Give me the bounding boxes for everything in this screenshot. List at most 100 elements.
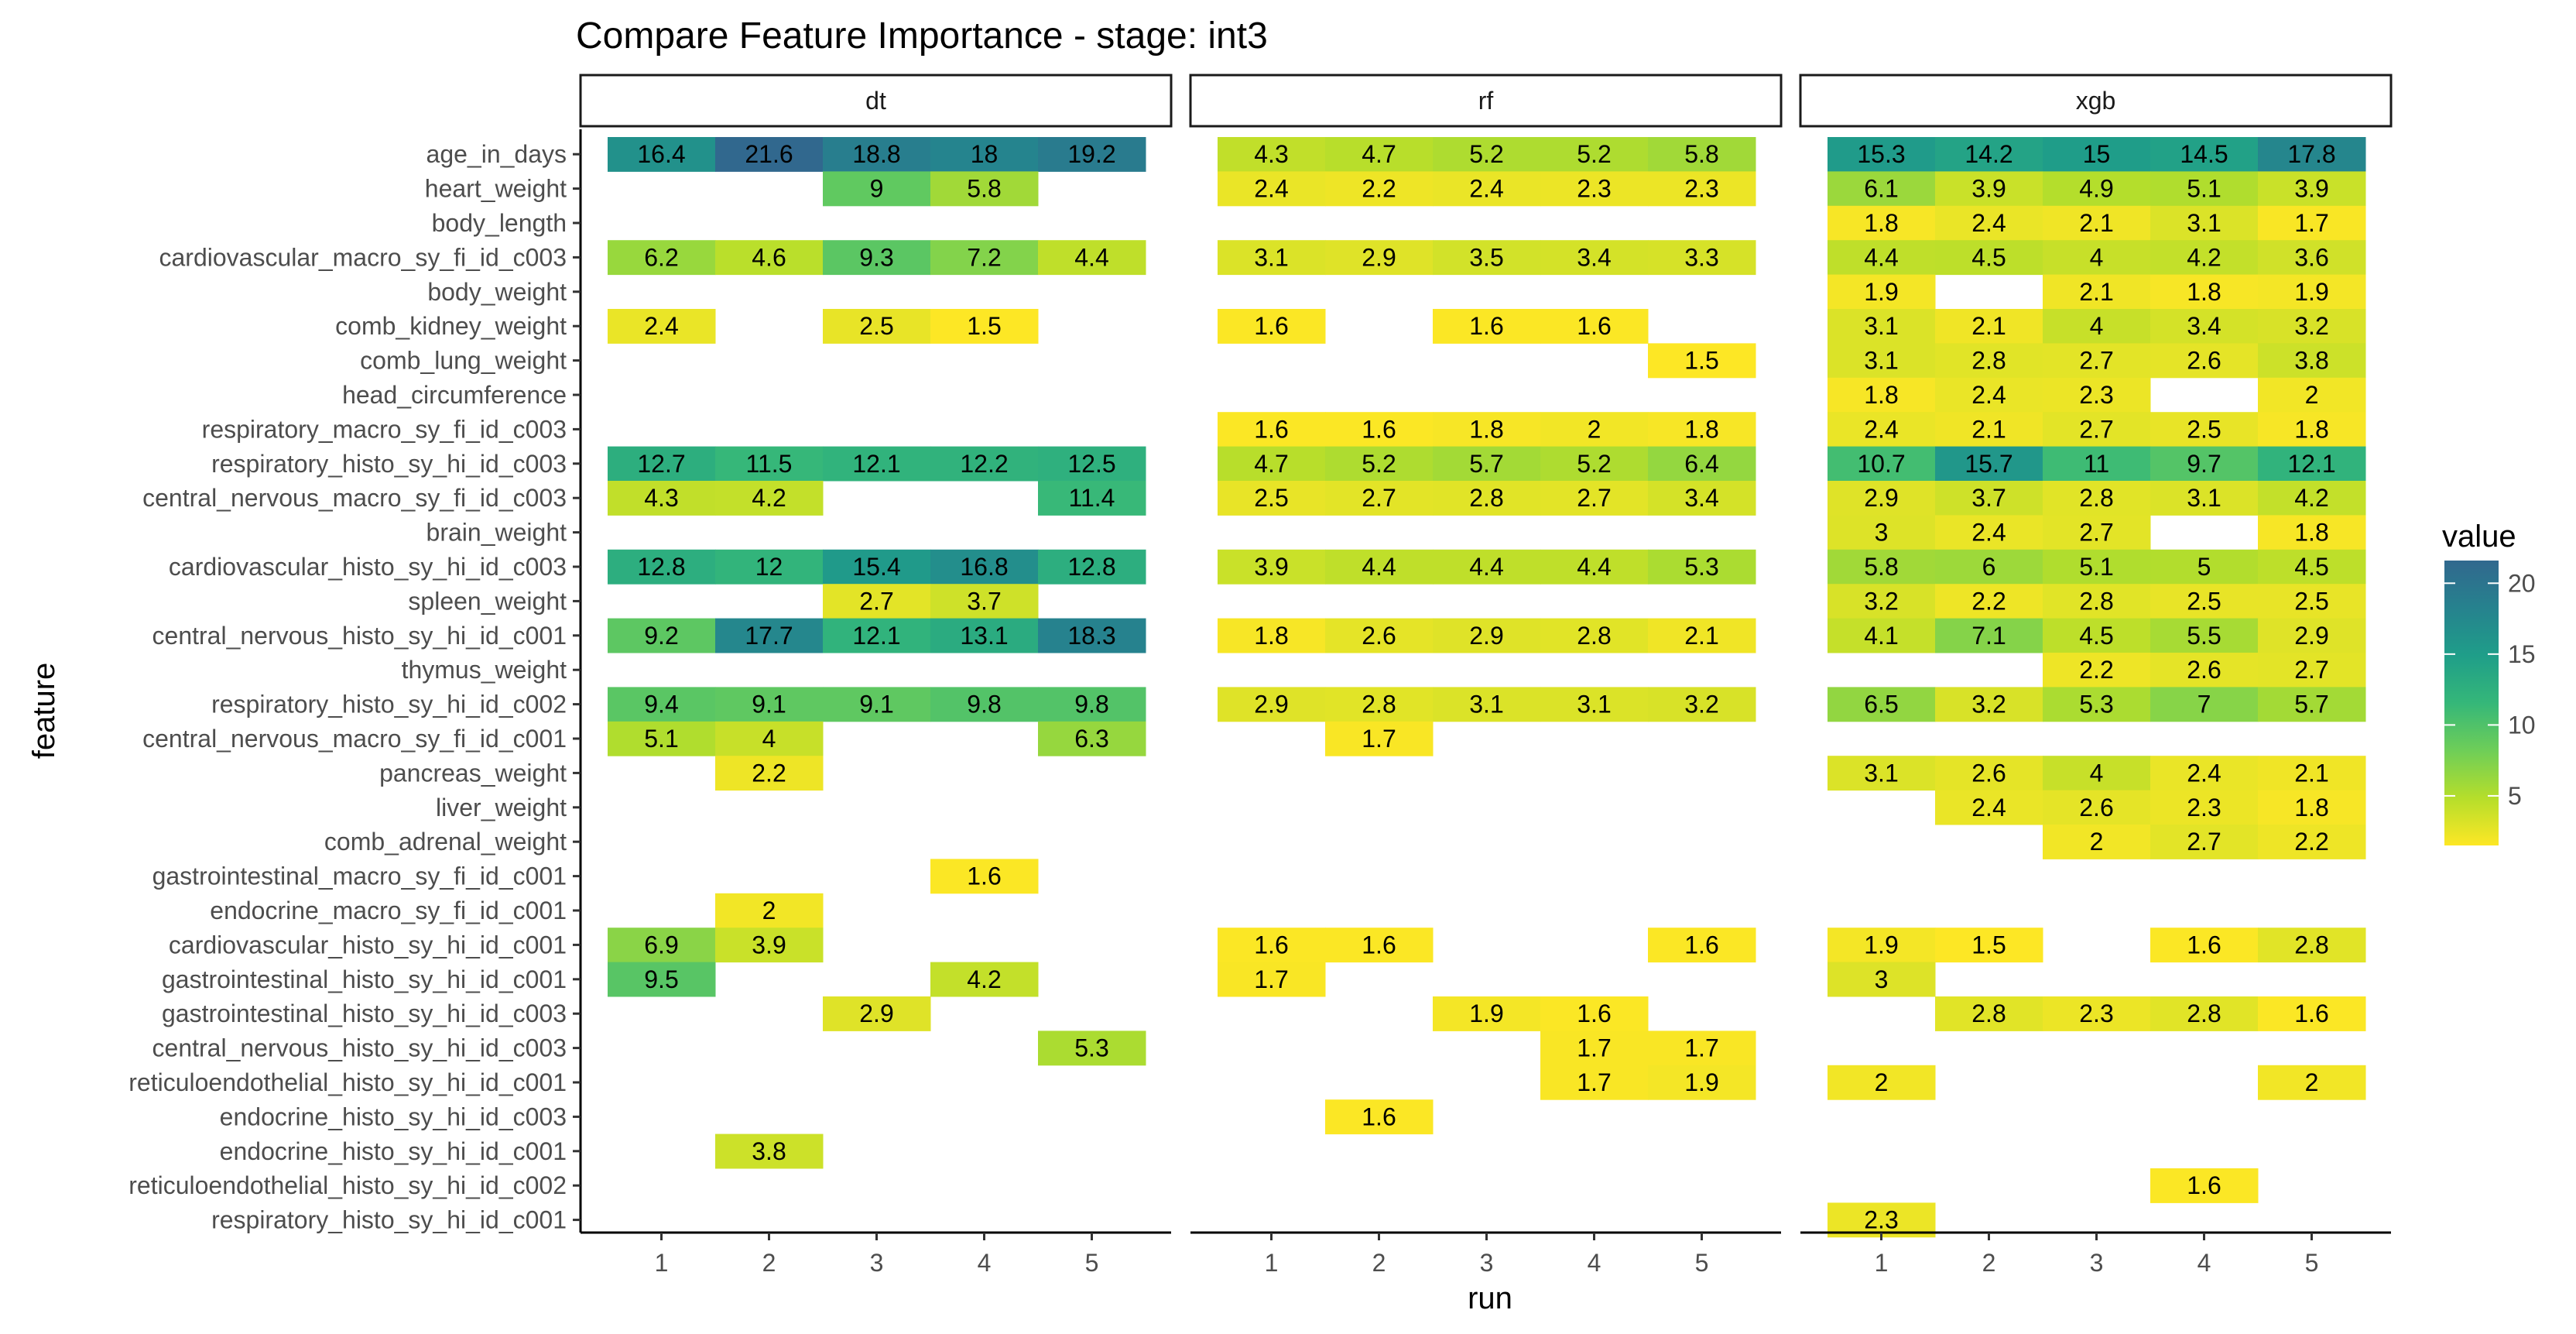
cell-value-label: 2.7 (2079, 415, 2113, 443)
cell-value-label: 12.1 (852, 622, 900, 650)
heatmap-cell (715, 928, 824, 963)
cell-value-label: 3.9 (2294, 175, 2328, 203)
heatmap-cell (1038, 481, 1146, 516)
feature-label: respiratory_histo_sy_hi_id_c002 (211, 691, 567, 718)
cell-value-label: 3.1 (1469, 691, 1503, 718)
cell-value-label: 5.5 (2187, 622, 2221, 650)
feature-label: endocrine_histo_sy_hi_id_c001 (220, 1137, 567, 1165)
heatmap-cell (2258, 618, 2366, 653)
heatmap-cell (715, 549, 824, 585)
heatmap-cell (608, 928, 716, 963)
heatmap-cell (1218, 549, 1326, 585)
cell-value-label: 2.8 (2079, 587, 2113, 615)
heatmap-cell (930, 584, 1039, 619)
heatmap-cell (1433, 618, 1541, 653)
cell-value-label: 4.6 (752, 243, 786, 271)
heatmap-cell (1433, 137, 1541, 172)
cell-value-label: 9.8 (1074, 691, 1108, 718)
feature-label: thymus_weight (402, 656, 567, 684)
cell-value-label: 9.7 (2187, 450, 2221, 478)
heatmap-cell (2150, 653, 2259, 688)
heatmap-cell (2043, 205, 2151, 241)
heatmap-cell (1935, 756, 2043, 791)
cell-value-label: 1.7 (2294, 209, 2328, 237)
heatmap-cell (823, 137, 931, 172)
heatmap-cell (2258, 653, 2366, 688)
heatmap-cell (1038, 549, 1146, 585)
heatmap-cell (930, 618, 1039, 653)
feature-label: endocrine_histo_sy_hi_id_c003 (220, 1103, 567, 1130)
cell-value-label: 9.3 (859, 243, 893, 271)
cell-value-label: 4 (2090, 243, 2104, 271)
heatmap-cell (1648, 549, 1756, 585)
heatmap-cell (1218, 481, 1326, 516)
heatmap-cell (1828, 240, 1936, 276)
cell-value-label: 3.4 (1684, 484, 1718, 512)
heatmap-cell (1433, 309, 1541, 344)
heatmap-cell (2258, 274, 2366, 310)
cell-value-label: 3.7 (1971, 484, 2006, 512)
heatmap-cell (1540, 137, 1649, 172)
cell-value-label: 4.2 (2187, 243, 2221, 271)
heatmap-cell (1828, 687, 1936, 722)
heatmap-cell (1325, 618, 1434, 653)
heatmap-cell (2258, 446, 2366, 482)
heatmap-cell (2258, 1065, 2366, 1100)
cell-value-label: 18.8 (852, 140, 900, 168)
feature-label: body_weight (427, 278, 567, 306)
feature-label: liver_weight (436, 794, 567, 821)
cell-value-label: 7.1 (1971, 622, 2006, 650)
heatmap-cell (823, 618, 931, 653)
heatmap-cell (1935, 549, 2043, 585)
x-tick-label: 2 (1982, 1249, 1996, 1277)
heatmap-cell (823, 996, 931, 1031)
heatmap-cell (608, 549, 716, 585)
cell-value-label: 15.4 (852, 553, 900, 581)
cell-value-label: 2.4 (1971, 209, 2006, 237)
cell-value-label: 2.9 (859, 1000, 893, 1027)
cell-value-label: 15 (2083, 140, 2111, 168)
cell-value-label: 1.8 (2187, 278, 2221, 306)
cell-value-label: 3.3 (1684, 243, 1718, 271)
cell-value-label: 4.3 (644, 484, 678, 512)
cell-value-label: 2.3 (1864, 1206, 1898, 1234)
cell-value-label: 2.5 (2187, 415, 2221, 443)
cell-value-label: 1.6 (1362, 415, 1396, 443)
cell-value-label: 2.7 (2187, 828, 2221, 856)
cell-value-label: 2.9 (1254, 691, 1288, 718)
cell-value-label: 2.3 (1684, 175, 1718, 203)
heatmap-cell (2150, 928, 2259, 963)
cell-value-label: 2.4 (1971, 381, 2006, 409)
heatmap-cell (2258, 928, 2366, 963)
cell-value-label: 2 (2305, 1068, 2319, 1096)
cell-value-label: 5 (2197, 553, 2211, 581)
cell-value-label: 4.4 (1864, 243, 1898, 271)
feature-label: central_nervous_macro_sy_fi_id_c001 (142, 725, 567, 753)
cell-value-label: 11 (2084, 450, 2109, 478)
heatmap-cell (2258, 240, 2366, 276)
heatmap-cell (1038, 687, 1146, 722)
cell-value-label: 2.7 (1577, 484, 1611, 512)
heatmap-cell (1648, 1065, 1756, 1100)
cell-value-label: 2.8 (2294, 931, 2328, 958)
heatmap-cell (930, 687, 1039, 722)
facet-label-dt: dt (865, 87, 886, 115)
cell-value-label: 17.8 (2287, 140, 2335, 168)
cell-value-label: 1.8 (1469, 415, 1503, 443)
feature-label: head_circumference (342, 381, 567, 409)
heatmap-cell (1828, 309, 1936, 344)
cell-value-label: 2.8 (1971, 1000, 2006, 1027)
cell-value-label: 1.8 (1864, 209, 1898, 237)
cell-value-label: 1.8 (1684, 415, 1718, 443)
cell-value-label: 4.4 (1074, 243, 1108, 271)
heatmap-cell (1433, 412, 1541, 448)
cell-value-label: 2.4 (644, 312, 678, 340)
cell-value-label: 4.5 (2294, 553, 2328, 581)
heatmap-cell (2150, 137, 2259, 172)
heatmap-cell (1325, 687, 1434, 722)
cell-value-label: 2.6 (1362, 622, 1396, 650)
cell-value-label: 2.3 (2187, 794, 2221, 821)
cell-value-label: 2.5 (2187, 587, 2221, 615)
facet-label-xgb: xgb (2076, 87, 2116, 115)
cell-value-label: 1.6 (1577, 1000, 1611, 1027)
